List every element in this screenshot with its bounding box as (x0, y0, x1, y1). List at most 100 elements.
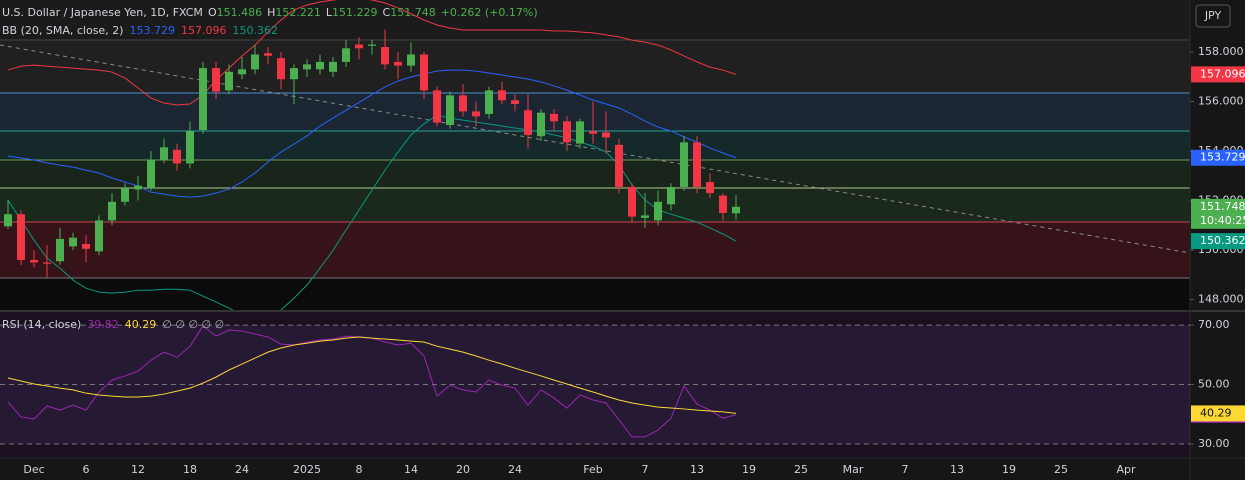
candle-body (69, 237, 77, 247)
candle-body (628, 186, 636, 217)
symbol: U.S. Dollar / Japanese Yen, 1D, FXCM (2, 6, 203, 19)
candle-body (511, 100, 519, 104)
candle-body (95, 220, 103, 252)
open-value: 151.486 (217, 6, 263, 19)
candle-body (615, 144, 623, 187)
candle-body (82, 243, 90, 249)
x-tick-label: 7 (642, 463, 649, 476)
currency[interactable]: JPY (1204, 9, 1222, 22)
x-tick-label: 6 (83, 463, 90, 476)
candle-body (277, 58, 285, 80)
y-tick-label: 148.000 (1198, 293, 1244, 306)
candle-body (706, 181, 714, 194)
rsi-plot (0, 324, 1190, 445)
candle-body (472, 111, 480, 117)
rsi-label: RSI (14, close) (2, 318, 81, 331)
low-value: 151.229 (332, 6, 378, 19)
high-label: H (267, 6, 275, 19)
high-value: 152.221 (275, 6, 321, 19)
candle-body (342, 48, 350, 62)
zone (0, 278, 1190, 310)
x-tick-label: 14 (404, 463, 418, 476)
line-series (7, 114, 737, 310)
x-tick-label: 25 (794, 463, 808, 476)
x-tick-label: Mar (843, 463, 864, 476)
axes: Dec 6 12 18 24 2025 8 14 20 24 Feb 7 13 19 25 Mar 7 13 19 2… (23, 45, 1245, 476)
candle-body (641, 215, 649, 218)
close-label: C (383, 6, 391, 19)
x-tick-label: Feb (583, 463, 602, 476)
candle-body (329, 61, 337, 72)
x-tick-label: Apr (1116, 463, 1136, 476)
price-badge-label: 153.729 (1200, 151, 1245, 164)
candle-body (589, 131, 597, 134)
candle-body (4, 214, 12, 227)
candle-body (199, 68, 207, 130)
header-line: U.S. Dollar / Japanese Yen, 1D, FXCM O151… (2, 6, 538, 19)
candle-body (225, 71, 233, 91)
candle-body (43, 262, 51, 264)
candle-body (420, 54, 428, 91)
candle-body (524, 110, 532, 135)
candle-body (381, 47, 389, 65)
x-tick-label: 13 (690, 463, 704, 476)
line-series (7, 69, 737, 198)
candle-body (134, 185, 142, 190)
candle-body (719, 195, 727, 213)
x-tick-label: 13 (950, 463, 964, 476)
price-badge-label: 40.29 (1200, 406, 1232, 419)
candle-body (667, 186, 675, 205)
candle-body (264, 53, 272, 56)
candle-body (407, 54, 415, 66)
trend-line (0, 44, 1191, 254)
x-tick-label: 18 (183, 463, 197, 476)
candle-body (680, 142, 688, 187)
x-tick-label: 19 (742, 463, 756, 476)
y-tick-label: 70.00 (1198, 318, 1230, 331)
candle-body (303, 64, 311, 70)
candle-body (56, 238, 64, 262)
line-series (7, 336, 737, 414)
candle-body (732, 206, 740, 214)
candle-body (212, 68, 220, 92)
bb-label: BB (20, SMA, close, 2) (2, 24, 123, 37)
line-series (7, 0, 737, 106)
y-tick-label: 50.00 (1198, 378, 1230, 391)
zone (0, 40, 1190, 93)
price-plot (4, 0, 740, 310)
y-tick-label: 156.000 (1198, 95, 1244, 108)
change: +0.262 (+0.17%) (441, 6, 538, 19)
candle-body (147, 159, 155, 189)
x-tick-label: Dec (23, 463, 44, 476)
price-badge (1191, 198, 1245, 229)
x-tick-label: 7 (902, 463, 909, 476)
x-tick-label: 2025 (293, 463, 321, 476)
candle-body (446, 95, 454, 126)
price-badge-label: 157.096 (1200, 67, 1245, 80)
currency-button[interactable] (1195, 4, 1231, 28)
price-badge-label: 150.362 (1200, 234, 1245, 247)
x-tick-label: 24 (508, 463, 522, 476)
candle-body (485, 90, 493, 114)
rsi-ma-value: 40.29 (125, 318, 157, 331)
candle-body (316, 61, 324, 70)
price-badge-label: 151.748 (1200, 200, 1245, 213)
candle-body (290, 68, 298, 80)
candle-body (368, 44, 376, 46)
bb-lower-value: 150.362 (232, 24, 278, 37)
candle-body (693, 142, 701, 187)
price-badge (1191, 66, 1245, 83)
bb-legend: BB (20, SMA, close, 2) 153.729 157.096 150.… (2, 24, 278, 37)
candle-body (355, 44, 363, 49)
zone (0, 131, 1190, 160)
bb-basis-value: 153.729 (129, 24, 175, 37)
candle-body (550, 113, 558, 122)
bb-upper-value: 157.096 (181, 24, 227, 37)
candle-body (602, 132, 610, 138)
rsi-extra: ∅ ∅ ∅ ∅ ∅ (162, 318, 224, 331)
x-tick-label: 24 (235, 463, 249, 476)
price-badge (1191, 233, 1245, 250)
y-tick-label: 30.00 (1198, 437, 1230, 450)
candle-body (30, 259, 38, 263)
